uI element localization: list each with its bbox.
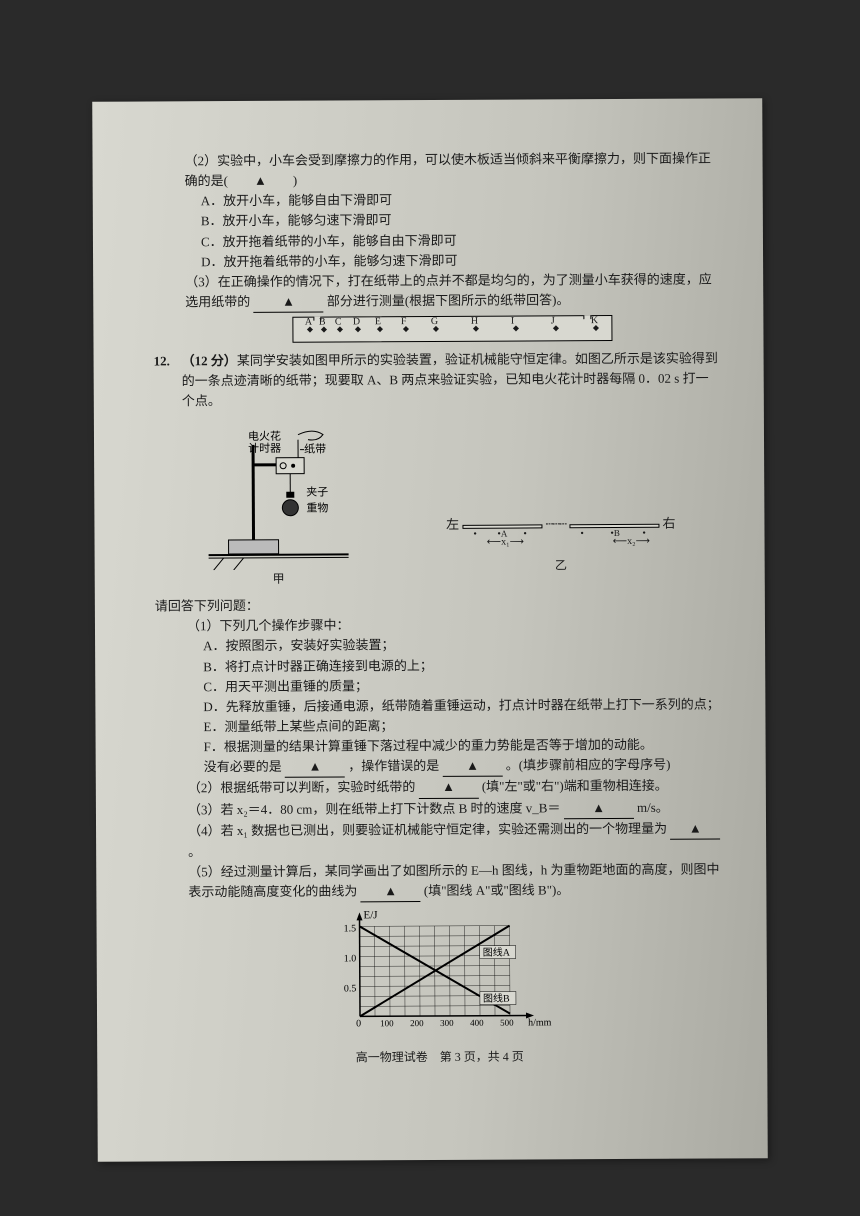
lbl-clip: 夹子 <box>306 485 328 498</box>
tape-seg-left: • •A • <box>462 524 542 528</box>
blank: ▲ <box>253 292 323 314</box>
q12-p1-lead: （1）下列几个操作步骤中： <box>187 614 720 637</box>
lbl-left: 左 <box>446 517 459 532</box>
pt-B: B <box>614 528 620 538</box>
xlabel: h/mm <box>528 1018 552 1029</box>
x2: x₂ <box>627 536 636 547</box>
p3a: （3）若 x₂＝4．80 cm，则在纸带上打下计数点 B 时的速度 v_B＝ <box>188 800 561 817</box>
p3b: m/s。 <box>637 799 669 814</box>
q12-points: （12 分） <box>182 353 237 368</box>
diagram-row: 电火花 计时器 纸带 夹子 重物 甲 左 • •A • ┄┄┄ • •B <box>154 417 720 589</box>
q12-p1-B: B．将打点计时器正确连接到电源的上； <box>203 654 720 677</box>
p4a: （4）若 x₁ 数据也已测出，则要验证机械能守恒定律，实验还需测出的一个物理量为 <box>188 820 667 838</box>
apparatus-yi: 左 • •A • ┄┄┄ • •B • 右 ⟵x₁⟶ ⟵x₂⟶ 乙 <box>446 514 676 587</box>
blank: ▲ <box>442 756 502 777</box>
svg-text:图线B: 图线B <box>482 992 509 1005</box>
exam-paper: （2）实验中，小车会受到摩擦力的作用，可以使木板适当倾斜来平衡摩擦力，则下面操作… <box>92 98 768 1161</box>
svg-text:200: 200 <box>410 1018 424 1028</box>
blank: ▲ <box>285 757 345 778</box>
q11-2-B: B．放开小车，能够匀速下滑即可 <box>201 209 718 232</box>
tape-strip: A◆ B◆ C◆ D◆ E◆ F◆ G◆ H◆ I◆ J◆ K◆ <box>292 315 612 343</box>
t-b: ，操作错误的是 <box>348 758 439 773</box>
t-c: 。(填步骤前相应的字母序号) <box>506 757 671 773</box>
p2a: （2）根据纸带可以判断，实验时纸带的 <box>188 779 416 795</box>
page-wrap: （2）实验中，小车会受到摩擦力的作用，可以使木板适当倾斜来平衡摩擦力，则下面操作… <box>0 0 860 1216</box>
svg-text:500: 500 <box>500 1018 514 1028</box>
q12-p1-E: E．测量纸带上某些点间的距离； <box>203 714 720 737</box>
lbl-right: 右 <box>662 516 675 531</box>
svg-text:1.5: 1.5 <box>343 924 356 935</box>
q11-3-b: 部分进行测量(根据下图所示的纸带回答)。 <box>327 292 570 308</box>
lbl-spark: 电火花 <box>248 429 281 442</box>
q12-p4: （4）若 x₁ 数据也已测出，则要验证机械能守恒定律，实验还需测出的一个物理量为… <box>188 818 721 862</box>
svg-text:0: 0 <box>356 1019 361 1030</box>
cap-jia: 甲 <box>199 569 359 588</box>
q12-head: 12. （12 分）某同学安装如图甲所示的实验装置，验证机械能守恒定律。如图乙所… <box>154 349 719 412</box>
q11-2-D: D．放开拖着纸带的小车，能够匀速下滑即可 <box>201 249 718 272</box>
p5b: (填"图线 A"或"图线 B")。 <box>424 882 570 898</box>
q12-p2: （2）根据纸带可以判断，实验时纸带的 ▲ (填"左"或"右")端和重物相连接。 <box>188 776 721 800</box>
q12-p3: （3）若 x₂＝4．80 cm，则在纸带上打下计数点 B 时的速度 v_B＝ ▲… <box>188 797 721 821</box>
page-footer: 高一物理试卷 第 3 页，共 4 页 <box>157 1047 722 1069</box>
lbl-timer: 计时器 <box>248 441 281 454</box>
q12-stem-wrap: （12 分）某同学安装如图甲所示的实验装置，验证机械能守恒定律。如图乙所示是该实… <box>182 349 719 412</box>
q12-p1-D: D．先释放重锤，后接通电源，纸带随着重锤运动，打点计时器在纸带上打下一系列的点； <box>203 694 720 717</box>
lbl-tape: 纸带 <box>304 442 326 455</box>
blank: ▲ <box>419 777 479 798</box>
p4b: 。 <box>188 844 201 859</box>
q12-p5: （5）经过测量计算后，某同学画出了如图所示的 E—h 图线，h 为重物距地面的高… <box>188 859 721 903</box>
svg-text:图线A: 图线A <box>482 946 510 959</box>
q11-3: （3）在正确操作的情况下，打在纸带上的点并不都是均匀的，为了测量小车获得的速度，… <box>185 269 718 313</box>
q11-2-prompt: （2）实验中，小车会受到摩擦力的作用，可以使木板适当倾斜来平衡摩擦力，则下面操作… <box>184 148 717 191</box>
svg-text:300: 300 <box>440 1018 454 1028</box>
q12-p1-tail: 没有必要的是 ▲ ，操作错误的是 ▲ 。(填步骤前相应的字母序号) <box>204 755 721 779</box>
svg-text:1.0: 1.0 <box>343 954 356 965</box>
apparatus-jia: 电火花 计时器 纸带 夹子 重物 甲 <box>198 419 359 588</box>
svg-text:400: 400 <box>470 1018 484 1028</box>
blank: ▲ <box>564 797 634 819</box>
tape-yi-row: 左 • •A • ┄┄┄ • •B • 右 <box>446 514 676 535</box>
apparatus-svg: 电火花 计时器 纸带 夹子 重物 <box>198 419 359 570</box>
q11-2-C: C．放开拖着纸带的小车，能够自由下滑即可 <box>201 229 718 252</box>
q12-p1-F: F．根据测量的结果计算重锤下落过程中减少的重力势能是否等于增加的动能。 <box>204 735 721 758</box>
q11-2-A: A．放开小车，能够自由下滑即可 <box>201 189 718 212</box>
ylabel: E/J <box>363 910 378 922</box>
lbl-weight: 重物 <box>306 500 328 514</box>
q12-stem: 某同学安装如图甲所示的实验装置，验证机械能守恒定律。如图乙所示是该实验得到的一条… <box>182 351 718 409</box>
q12-p1-A: A．按照图示，安装好实验装置； <box>203 634 720 657</box>
svg-text:100: 100 <box>380 1018 394 1028</box>
q12-p1-C: C．用天平测出重锤的质量； <box>203 674 720 697</box>
tape-seg-right: • •B • <box>569 524 659 528</box>
pt-A: A <box>501 528 508 538</box>
blank: ▲ <box>361 881 421 902</box>
p2b: (填"左"或"右")端和重物相连接。 <box>482 778 668 794</box>
eh-chart: E/J h/mm 1.5 1.0 0.5 0 100 200 300 400 5… <box>156 905 722 1044</box>
svg-text:0.5: 0.5 <box>343 984 356 995</box>
chart-svg: E/J h/mm 1.5 1.0 0.5 0 100 200 300 400 5… <box>319 906 560 1037</box>
blank: ▲ <box>670 818 720 839</box>
t-a: 没有必要的是 <box>204 759 282 774</box>
cap-yi: 乙 <box>446 555 676 575</box>
q12-num: 12. <box>154 351 182 412</box>
tape-figure: A◆ B◆ C◆ D◆ E◆ F◆ G◆ H◆ I◆ J◆ K◆ <box>185 315 718 344</box>
